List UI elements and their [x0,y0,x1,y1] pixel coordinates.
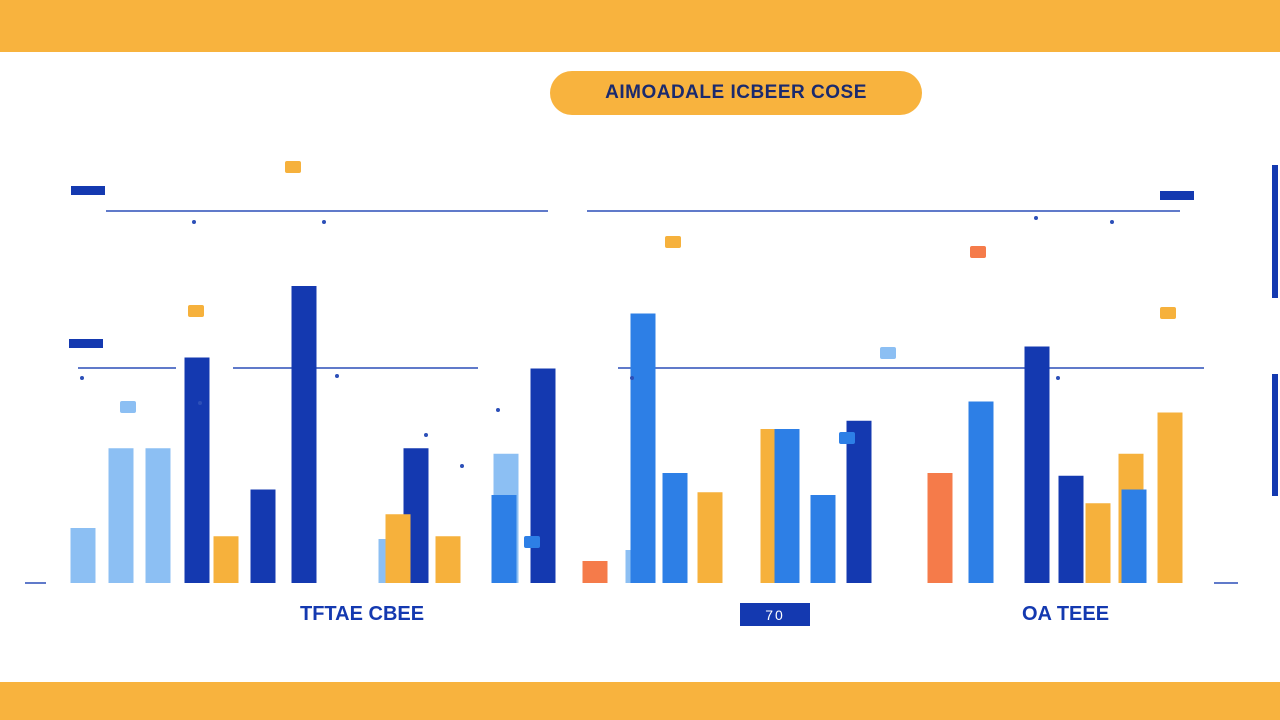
bar-s3-5 [968,401,994,583]
bar-s2-5 [1085,503,1111,583]
tick-dot-3 [1110,220,1114,224]
bar-s0-1 [108,448,134,583]
tick-dot-9 [496,408,500,412]
page-indicator[interactable]: 70 [740,603,810,626]
category-label-right: OA TEEE [1022,603,1110,625]
axis-marker-1 [69,339,103,348]
chart-decorations [69,161,1194,548]
legend-chip-5 [839,432,855,444]
bar-s1-0 [184,357,210,583]
bar-s0-2 [145,448,171,583]
bar-s3-2 [662,473,688,583]
category-label-left: TFTAE CBEE [300,603,425,625]
tick-dot-5 [335,374,339,378]
bar-s3-4 [810,495,836,583]
right-edge-marker-bottom [1272,374,1278,496]
bar-s1-1 [250,489,276,583]
bar-s0-0 [70,528,96,583]
tick-dot-6 [630,376,634,380]
bar-s3-0 [491,495,517,583]
axis-marker-0 [71,186,105,195]
bar-s2-0 [213,536,239,583]
bar-s4-0 [582,561,608,583]
legend-chip-8 [524,536,540,548]
bar-s1-6 [1024,346,1050,583]
bar-s2-1 [385,514,411,583]
legend-chip-7 [880,347,896,359]
bar-s3-6 [1121,489,1147,583]
bar-s1-2 [291,286,317,583]
tick-dot-11 [460,464,464,468]
tick-dot-7 [1056,376,1060,380]
tick-dot-4 [80,376,84,380]
chart-grid [25,210,1238,584]
right-edge-marker-top [1272,165,1278,298]
legend-chip-4 [1160,307,1176,319]
bar-s2-7 [1157,412,1183,583]
tick-dot-10 [424,433,428,437]
bottom-banner [0,682,1280,720]
legend-chip-3 [970,246,986,258]
legend-chip-6 [120,401,136,413]
bar-s2-3 [697,492,723,583]
bar-s1-7 [1058,475,1084,583]
bar-s3-3 [774,429,800,583]
legend-chip-1 [188,305,204,317]
top-banner [0,0,1280,52]
tick-dot-8 [198,401,202,405]
tick-dot-2 [1034,216,1038,220]
chart-bars [70,286,1183,583]
bar-s2-2 [435,536,461,583]
bar-s1-4 [530,368,556,583]
legend-chip-2 [665,236,681,248]
axis-marker-2 [1160,191,1194,200]
bar-s3-1 [630,313,656,583]
legend-chip-0 [285,161,301,173]
bar-s4-1 [927,473,953,583]
chart-title: AIMOADALE ICBEER COSE [550,71,922,115]
bar-s1-5 [846,420,872,583]
tick-dot-1 [322,220,326,224]
tick-dot-0 [192,220,196,224]
